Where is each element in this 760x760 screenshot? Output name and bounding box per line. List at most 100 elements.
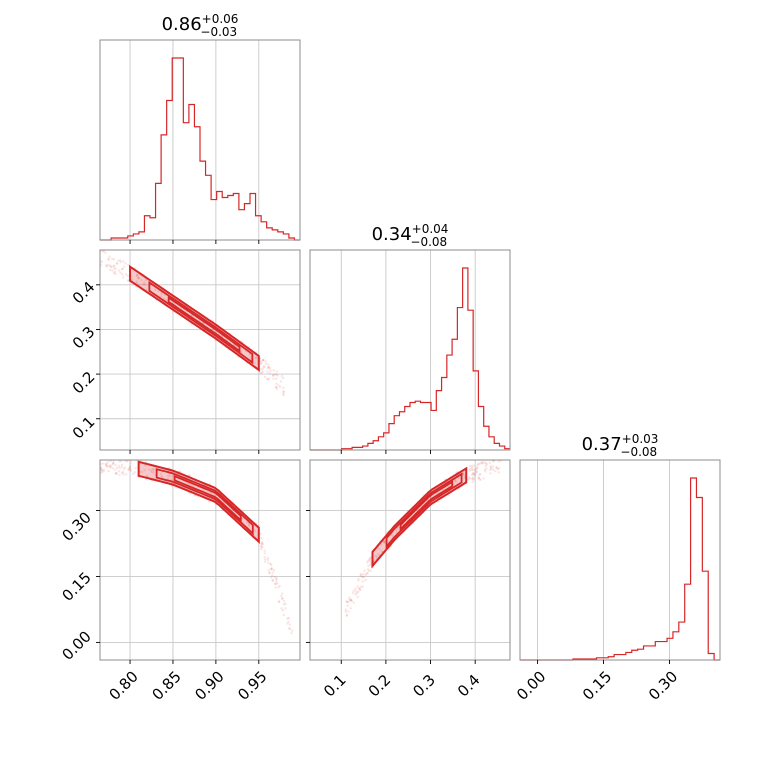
sample-point xyxy=(287,620,290,623)
sample-point xyxy=(106,264,110,267)
sample-point xyxy=(364,573,367,577)
sample-point xyxy=(364,578,367,582)
sample-point xyxy=(274,385,278,389)
sample-point xyxy=(273,582,277,586)
sample-point xyxy=(362,576,366,579)
sample-point xyxy=(133,471,136,474)
sample-point xyxy=(489,468,492,472)
sample-point xyxy=(112,462,115,466)
sample-point xyxy=(126,263,130,267)
sample-point xyxy=(100,468,103,471)
sample-point xyxy=(471,471,475,475)
sample-point xyxy=(127,468,130,471)
sample-point xyxy=(167,477,170,480)
sample-point xyxy=(110,266,113,269)
y-tick-labels-row-3: 0.30 0.15 0.00 xyxy=(58,508,94,663)
sample-point xyxy=(472,473,476,476)
sample-point xyxy=(134,466,137,470)
sample-point xyxy=(375,555,378,558)
sample-point xyxy=(349,607,353,610)
title-param-2: 0.34+0.04 −0.08 xyxy=(372,222,449,249)
sample-point xyxy=(100,471,103,474)
sample-point xyxy=(468,464,472,468)
x-tick-label: 0.2 xyxy=(365,671,395,701)
sample-point xyxy=(260,545,264,548)
sample-point xyxy=(115,472,118,475)
sample-point xyxy=(104,463,108,467)
sample-point xyxy=(254,356,258,359)
sample-point xyxy=(118,466,122,470)
sample-point xyxy=(478,477,481,481)
sample-point xyxy=(475,470,479,474)
y-tick-label: 0.15 xyxy=(58,568,94,604)
sample-point xyxy=(161,476,164,479)
sample-point xyxy=(99,247,101,249)
sample-point xyxy=(105,456,107,458)
axes-frame xyxy=(309,249,511,451)
density-contour-outer xyxy=(137,460,260,545)
sample-point xyxy=(452,482,456,486)
sample-point xyxy=(361,580,364,583)
sample-point xyxy=(113,270,117,273)
sample-point xyxy=(470,466,474,470)
sample-point xyxy=(275,577,278,581)
sample-point xyxy=(480,461,483,465)
sample-point xyxy=(108,255,111,258)
sample-point xyxy=(360,574,364,578)
sample-point xyxy=(166,474,169,478)
sample-point xyxy=(280,607,283,610)
x-tick-label: 0.1 xyxy=(320,671,350,701)
sample-point xyxy=(109,460,112,463)
sample-point xyxy=(115,472,118,475)
sample-point xyxy=(281,609,285,612)
sample-point xyxy=(152,468,155,471)
sample-point xyxy=(121,470,125,474)
sample-point xyxy=(127,468,130,471)
sample-point xyxy=(282,599,286,603)
sample-point xyxy=(150,470,154,474)
sample-point xyxy=(144,279,148,282)
sample-point xyxy=(259,532,263,536)
sample-point xyxy=(290,631,293,635)
sample-point xyxy=(119,271,122,274)
sample-point xyxy=(116,262,119,265)
sample-point xyxy=(272,369,275,372)
sample-point xyxy=(273,575,276,579)
sample-point xyxy=(497,471,500,474)
sample-point xyxy=(114,267,117,270)
sample-point xyxy=(101,462,104,465)
sample-point xyxy=(110,257,114,261)
sample-point xyxy=(261,359,265,362)
sample-point xyxy=(101,250,104,253)
sample-point xyxy=(347,610,350,613)
sample-point xyxy=(497,456,499,458)
sample-point xyxy=(345,613,349,617)
sample-point xyxy=(354,593,357,596)
sample-point xyxy=(359,588,362,592)
sample-point xyxy=(275,373,278,376)
sample-point xyxy=(356,585,359,588)
sample-point xyxy=(471,476,474,480)
sample-point xyxy=(263,552,266,555)
x-tick-label: 0.15 xyxy=(579,667,615,703)
hist-panel-param-1 xyxy=(99,39,301,244)
sample-point xyxy=(377,552,380,555)
y-tick-label: 0.30 xyxy=(58,508,94,544)
sample-point xyxy=(395,531,398,534)
sample-point xyxy=(131,472,135,476)
sample-point xyxy=(239,350,243,353)
axes-frame xyxy=(519,459,721,661)
sample-point xyxy=(270,568,274,571)
sample-point xyxy=(472,478,476,481)
sample-point xyxy=(121,260,125,263)
sample-point xyxy=(259,362,263,366)
sample-point xyxy=(109,466,112,469)
sample-point xyxy=(261,370,264,373)
sample-point xyxy=(362,572,365,576)
sample-point xyxy=(374,554,377,558)
sample-point xyxy=(497,467,501,470)
sample-point xyxy=(245,521,248,524)
sample-point xyxy=(275,386,278,389)
sample-point xyxy=(104,462,108,465)
